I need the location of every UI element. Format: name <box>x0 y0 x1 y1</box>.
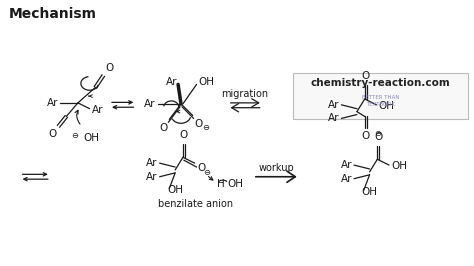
Text: O: O <box>48 129 56 139</box>
Text: O: O <box>159 123 167 133</box>
Text: chemistry-reaction.com: chemistry-reaction.com <box>310 78 450 88</box>
Text: H: H <box>217 178 225 189</box>
Text: Ar: Ar <box>144 99 156 109</box>
Text: ⊖: ⊖ <box>71 131 78 140</box>
Text: Ar: Ar <box>165 77 177 88</box>
Text: benzilate anion: benzilate anion <box>158 199 233 209</box>
Text: OH: OH <box>84 133 100 143</box>
Text: TEXTBOOK: TEXTBOOK <box>366 102 395 107</box>
Text: O: O <box>362 131 370 141</box>
Text: Ar: Ar <box>91 105 103 115</box>
Text: O: O <box>198 163 206 173</box>
Text: workup: workup <box>258 163 294 173</box>
Text: OH: OH <box>391 161 407 171</box>
Text: O: O <box>374 132 383 142</box>
Text: O: O <box>105 63 113 73</box>
Text: Ar: Ar <box>328 113 339 123</box>
Text: Ar: Ar <box>328 100 339 110</box>
Text: Ar: Ar <box>341 160 352 170</box>
Text: ⊖: ⊖ <box>203 168 210 177</box>
Text: Ar: Ar <box>341 174 352 184</box>
Text: O: O <box>180 130 188 140</box>
Text: Mechanism: Mechanism <box>9 7 97 21</box>
Text: ⊖: ⊖ <box>202 123 210 132</box>
Text: Ar: Ar <box>47 98 58 108</box>
Text: Ar: Ar <box>146 158 158 168</box>
Text: OH: OH <box>378 101 394 111</box>
Text: O: O <box>362 72 370 81</box>
Text: BETTER THAN: BETTER THAN <box>362 94 399 99</box>
Text: migration: migration <box>221 89 269 99</box>
FancyBboxPatch shape <box>293 73 468 119</box>
Text: ⊖: ⊖ <box>374 130 382 139</box>
Text: OH: OH <box>362 187 378 197</box>
Text: O: O <box>195 119 203 129</box>
Text: Ar: Ar <box>146 172 158 182</box>
Text: OH: OH <box>167 185 183 195</box>
Text: OH: OH <box>228 178 244 189</box>
Text: OH: OH <box>199 77 215 88</box>
